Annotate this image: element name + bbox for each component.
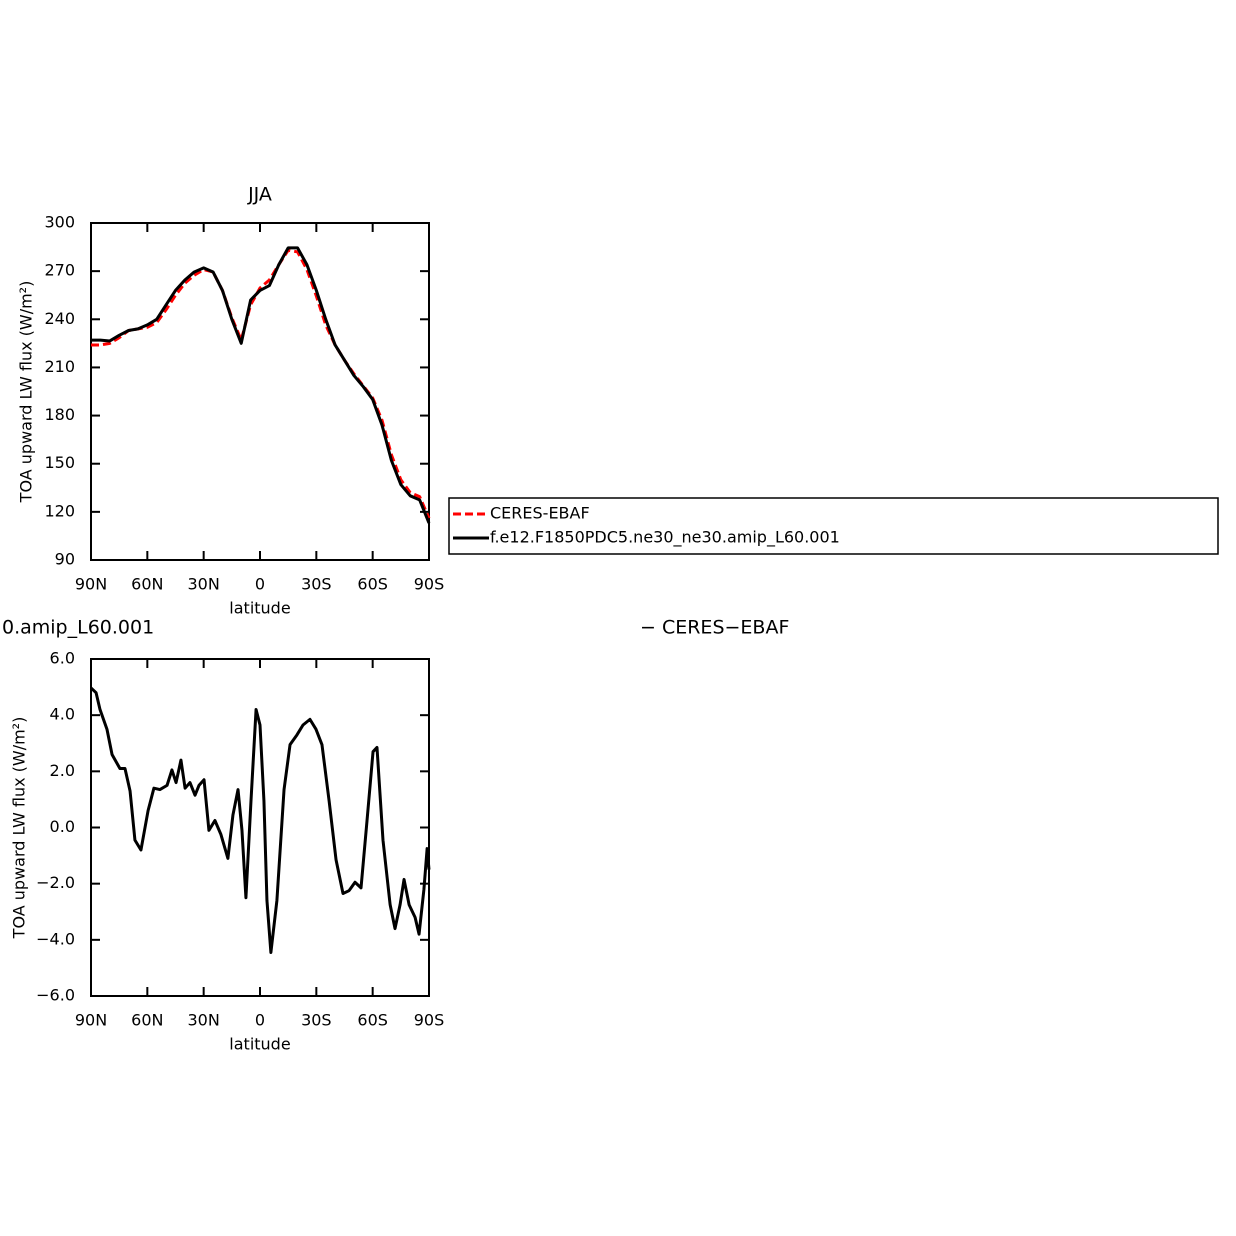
x-tick-label: 60N — [131, 1011, 163, 1030]
x-tick-label: 90N — [75, 1011, 107, 1030]
y-tick-label: 240 — [44, 309, 75, 328]
data-line — [91, 246, 431, 524]
y-tick-label: 6.0 — [50, 649, 75, 668]
chart-title: JJA — [247, 184, 272, 206]
x-tick-label: 60S — [357, 1011, 388, 1030]
x-tick-label: 30S — [301, 1011, 332, 1030]
x-tick-label: 60N — [131, 575, 163, 594]
legend-box — [448, 497, 1219, 555]
y-tick-label: 2.0 — [50, 761, 75, 780]
y-tick-label: 0.0 — [50, 817, 75, 836]
y-tick-label: 4.0 — [50, 705, 75, 724]
legend-label: f.e12.F1850PDC5.ne30_ne30.amip_L60.001 — [490, 528, 840, 548]
y-tick-label: 300 — [44, 213, 75, 232]
data-line — [89, 686, 431, 954]
y-tick-label: 120 — [44, 501, 75, 520]
x-tick-label: 90S — [414, 575, 445, 594]
x-tick-label: 30N — [188, 575, 220, 594]
x-axis-label: latitude — [229, 1035, 290, 1054]
x-tick-label: 60S — [357, 575, 388, 594]
y-tick-label: 90 — [55, 550, 75, 569]
chart-title: − CERES−EBAF — [640, 617, 789, 639]
chart-title: 0.amip_L60.001 — [2, 617, 154, 639]
y-tick-label: 270 — [44, 261, 75, 280]
y-tick-label: −4.0 — [36, 929, 75, 948]
x-tick-label: 0 — [255, 1011, 265, 1030]
y-tick-label: 210 — [44, 357, 75, 376]
y-tick-label: 180 — [44, 405, 75, 424]
x-tick-label: 30S — [301, 575, 332, 594]
x-tick-label: 0 — [255, 575, 265, 594]
y-tick-label: 150 — [44, 453, 75, 472]
x-tick-label: 90S — [414, 1011, 445, 1030]
plot-frame — [90, 658, 430, 997]
plot-frame — [90, 222, 430, 561]
y-tick-label: −6.0 — [36, 986, 75, 1005]
y-axis-label: TOA upward LW flux (W/m²) — [17, 281, 36, 504]
y-axis-label: TOA upward LW flux (W/m²) — [10, 717, 29, 940]
y-tick-label: −2.0 — [36, 873, 75, 892]
x-tick-label: 30N — [188, 1011, 220, 1030]
legend-label: CERES-EBAF — [490, 504, 590, 523]
x-tick-label: 90N — [75, 575, 107, 594]
x-axis-label: latitude — [229, 599, 290, 618]
